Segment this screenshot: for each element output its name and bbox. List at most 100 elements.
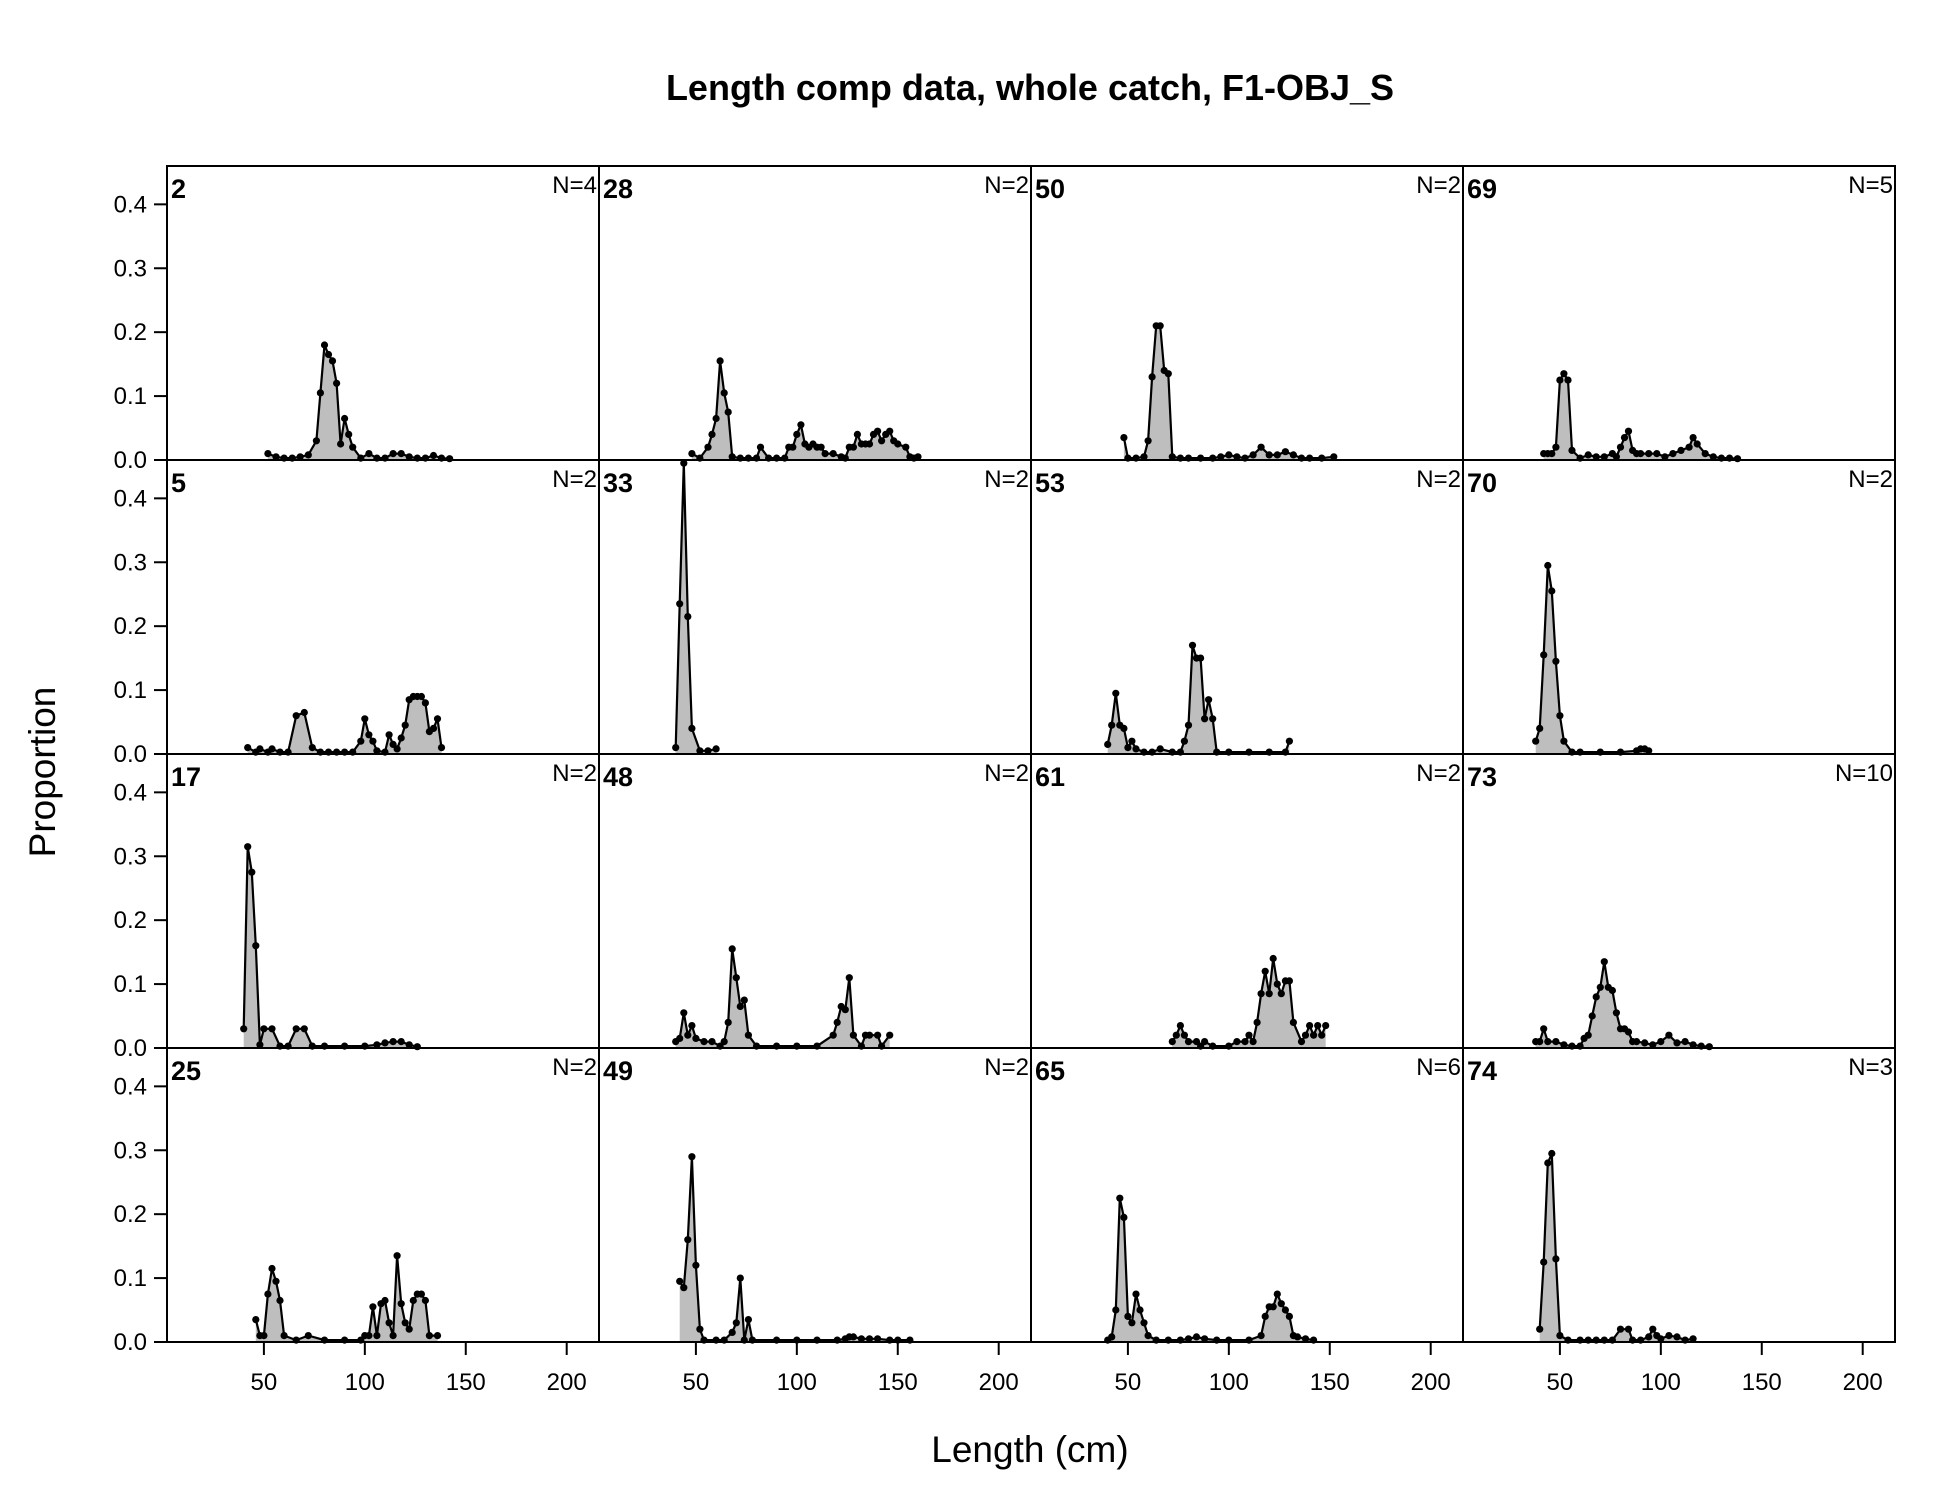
data-point (676, 600, 684, 608)
data-point (1641, 1039, 1649, 1047)
data-point (845, 974, 853, 982)
data-point (728, 453, 736, 461)
data-point (1306, 1022, 1314, 1030)
panel-area (675, 463, 717, 754)
panel-n-label: N=10 (1835, 760, 1893, 787)
panel-area (1107, 645, 1290, 754)
panel-area (1172, 958, 1326, 1048)
panel-n-label: N=2 (1416, 172, 1461, 199)
data-point (264, 1290, 272, 1298)
data-point (256, 745, 264, 753)
panel-area (675, 948, 890, 1048)
data-point (349, 443, 357, 451)
panel-year-label: 17 (171, 762, 201, 792)
data-point (385, 1319, 393, 1327)
data-point (1633, 1038, 1641, 1046)
data-point (1233, 1038, 1241, 1046)
data-point (1669, 450, 1677, 458)
data-point (1225, 451, 1233, 459)
panel-frame (598, 753, 1032, 1049)
data-point (1201, 1038, 1209, 1046)
data-point (736, 1002, 744, 1011)
data-point (1261, 967, 1269, 975)
data-point (373, 1332, 381, 1340)
data-point (1112, 1306, 1120, 1314)
data-point (833, 1018, 841, 1026)
data-point (1322, 1022, 1330, 1030)
data-point (405, 1041, 413, 1049)
data-point (1616, 1325, 1625, 1333)
data-point (268, 745, 276, 753)
y-tick-label: 0.4 (114, 485, 147, 512)
data-point (1120, 1213, 1128, 1221)
y-tick-label: 0.3 (114, 1137, 147, 1164)
panel-frame (1030, 165, 1464, 461)
data-point (829, 450, 837, 458)
data-point (680, 459, 688, 467)
data-point (389, 1038, 397, 1046)
panel-area (1535, 961, 1710, 1048)
x-tick-label: 100 (777, 1369, 817, 1396)
data-point (1209, 715, 1217, 723)
data-point (1612, 1009, 1620, 1017)
x-tick-label: 200 (547, 1369, 587, 1396)
data-point (1281, 1306, 1289, 1314)
data-point (1584, 1031, 1592, 1039)
data-point (1600, 958, 1608, 966)
data-point (1136, 1306, 1144, 1314)
data-point (789, 443, 797, 451)
data-point (433, 715, 442, 723)
data-point (1184, 1038, 1193, 1046)
data-point (1285, 977, 1293, 985)
data-point (1556, 376, 1564, 384)
data-point (865, 1031, 874, 1039)
data-point (744, 1031, 753, 1039)
data-point (1128, 737, 1136, 745)
data-point (1197, 654, 1205, 662)
data-point (1168, 1038, 1176, 1046)
data-point (1540, 1025, 1548, 1033)
data-point (1249, 1038, 1257, 1046)
data-point (696, 1325, 704, 1333)
data-point (357, 737, 365, 745)
y-tick-label: 0.3 (114, 549, 147, 576)
data-point (369, 737, 377, 745)
data-point (684, 1236, 692, 1244)
data-point (886, 1031, 894, 1039)
data-point (1297, 1038, 1306, 1046)
data-point (268, 1264, 276, 1273)
data-point (1649, 1041, 1657, 1049)
y-tick-label: 0.4 (114, 1073, 147, 1100)
data-point (397, 450, 405, 458)
data-point (708, 1038, 716, 1046)
data-point (708, 430, 716, 438)
data-point (345, 430, 353, 438)
x-tick-label: 200 (979, 1369, 1019, 1396)
data-point (849, 1333, 858, 1341)
data-point (817, 443, 825, 451)
data-point (688, 450, 696, 458)
panel-n-label: N=2 (552, 760, 597, 787)
panel-n-label: N=2 (552, 1054, 597, 1081)
data-point (1560, 737, 1568, 745)
data-point (1164, 370, 1172, 378)
data-point (902, 443, 910, 451)
y-tick-label: 0.4 (114, 779, 147, 806)
x-tick-label: 50 (251, 1369, 278, 1396)
data-point (260, 1332, 268, 1340)
data-point (1677, 446, 1685, 454)
data-point (389, 1332, 397, 1340)
data-point (1649, 1325, 1657, 1333)
x-tick-label: 50 (1115, 1369, 1142, 1396)
data-point (1289, 451, 1297, 459)
data-point (1548, 587, 1556, 595)
data-point (1685, 443, 1693, 451)
data-point (393, 745, 401, 753)
data-point (1637, 450, 1645, 458)
data-point (292, 712, 300, 720)
data-point (1330, 453, 1338, 461)
y-tick-label: 0.2 (114, 319, 147, 346)
data-point (421, 1296, 429, 1305)
y-tick-label: 0.4 (114, 191, 147, 218)
data-point (728, 1328, 736, 1336)
